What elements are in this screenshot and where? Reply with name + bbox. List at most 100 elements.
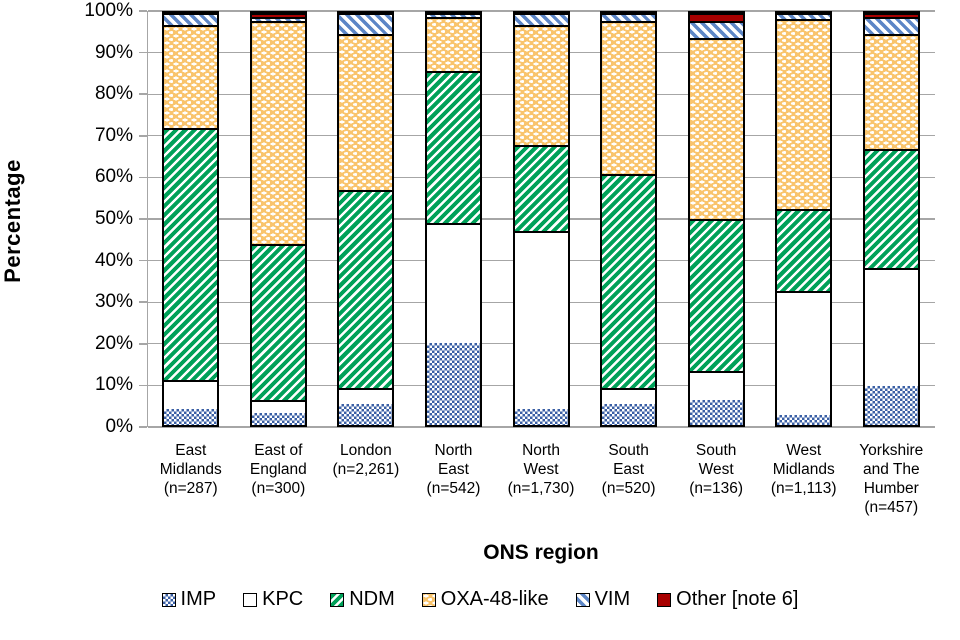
x-category-label: East Midlands (n=287) bbox=[147, 441, 235, 517]
bar-3 bbox=[337, 11, 395, 427]
plot-area bbox=[139, 10, 936, 428]
bar-segment-imp bbox=[777, 414, 831, 425]
x-category-label-line: North bbox=[522, 442, 560, 459]
y-axis-tick-labels: 0% 10% 20% 30% 40% 50% 60% 70% 80% 90% 100% bbox=[0, 0, 133, 437]
bar-column bbox=[672, 11, 760, 427]
bar-column bbox=[235, 11, 323, 427]
bar-column bbox=[497, 11, 585, 427]
x-category-label-line: West bbox=[523, 461, 559, 478]
bar-8 bbox=[775, 11, 833, 427]
bar-segment-ndm bbox=[164, 128, 218, 380]
bar-column bbox=[848, 11, 936, 427]
chart-legend: IMP KPC NDM OXA-48-like VIM Other [note 6] bbox=[0, 588, 960, 611]
x-category-label-line: London bbox=[340, 442, 392, 459]
x-category-label: North West (n=1,730) bbox=[497, 441, 585, 517]
y-tick-mark bbox=[139, 259, 147, 262]
bar-segment-kpc bbox=[514, 231, 568, 409]
x-category-label-line: East bbox=[175, 442, 207, 459]
x-category-label-line: (n=1,730) bbox=[507, 480, 575, 497]
x-category-label-line: East bbox=[613, 461, 645, 478]
bar-column bbox=[322, 11, 410, 427]
legend-label: Other [note 6] bbox=[676, 588, 799, 610]
bar-segment-kpc bbox=[251, 400, 305, 413]
y-tick-label: 50% bbox=[94, 208, 133, 229]
y-tick-mark bbox=[139, 10, 147, 12]
bar-segment-vim bbox=[339, 13, 393, 34]
x-category-label-line: (n=300) bbox=[251, 480, 306, 497]
bar-segment-oxa48 bbox=[164, 25, 218, 129]
bar-segment-ndm bbox=[864, 149, 918, 269]
bar-segment-other bbox=[251, 13, 305, 18]
x-category-label-line: and The bbox=[862, 461, 920, 478]
legend-swatch-vim-icon bbox=[575, 592, 590, 607]
y-tick-label: 80% bbox=[94, 83, 133, 105]
legend-swatch-imp-icon bbox=[161, 592, 176, 607]
legend-item-vim: VIM bbox=[575, 588, 630, 611]
bar-9 bbox=[862, 11, 920, 427]
y-tick-mark bbox=[139, 93, 147, 95]
bar-segment-oxa48 bbox=[777, 19, 831, 209]
bar-column bbox=[147, 11, 235, 427]
legend-swatch-other-icon bbox=[657, 592, 672, 607]
legend-label: NDM bbox=[349, 588, 395, 610]
x-category-label-line: North bbox=[434, 442, 473, 459]
y-tick-mark bbox=[139, 301, 147, 303]
bar-segment-imp bbox=[251, 412, 305, 425]
bar-segment-other bbox=[689, 13, 743, 22]
bar-segment-vim bbox=[602, 13, 656, 22]
bar-5 bbox=[512, 11, 570, 427]
bar-4 bbox=[424, 11, 482, 427]
bar-segment-oxa48 bbox=[864, 33, 918, 149]
y-tick-mark bbox=[139, 343, 147, 345]
legend-swatch-kpc-icon bbox=[243, 592, 258, 607]
bar-segment-oxa48 bbox=[602, 21, 656, 174]
y-tick-mark bbox=[139, 176, 147, 179]
x-category-label-line: (n=520) bbox=[601, 480, 656, 497]
bar-segment-other bbox=[864, 13, 918, 18]
y-tick-mark bbox=[139, 135, 147, 137]
x-category-label: North East (n=542) bbox=[410, 441, 498, 517]
bar-segment-imp bbox=[602, 404, 656, 425]
x-category-label-line: (n=136) bbox=[689, 480, 744, 497]
x-category-label-line: South bbox=[608, 442, 649, 459]
y-tick-label: 0% bbox=[105, 416, 133, 437]
x-category-label-line: (n=457) bbox=[864, 499, 919, 516]
bar-segment-vim bbox=[164, 13, 218, 26]
bar-segment-imp bbox=[426, 342, 480, 425]
y-tick-label: 10% bbox=[94, 374, 133, 396]
x-category-label-line: (n=2,261) bbox=[332, 461, 400, 478]
bar-segment-oxa48 bbox=[689, 37, 743, 220]
x-category-label: South East (n=520) bbox=[585, 441, 673, 517]
bar-segment-kpc bbox=[339, 387, 393, 405]
bar-segment-ndm bbox=[426, 70, 480, 224]
bar-segment-vim bbox=[689, 21, 743, 38]
x-category-label-line: Midlands bbox=[772, 461, 835, 478]
bar-segment-oxa48 bbox=[514, 25, 568, 145]
legend-item-oxa48: OXA-48-like bbox=[421, 588, 549, 611]
bar-segment-ndm bbox=[689, 219, 743, 372]
y-tick-mark bbox=[139, 384, 147, 387]
legend-item-kpc: KPC bbox=[243, 588, 303, 611]
y-tick-label: 60% bbox=[94, 166, 133, 188]
bar-6 bbox=[600, 11, 658, 427]
y-tick-mark bbox=[139, 426, 147, 428]
bar-column bbox=[585, 11, 673, 427]
legend-label: OXA-48-like bbox=[440, 588, 549, 610]
bar-segment-oxa48 bbox=[339, 33, 393, 191]
bar-segment-vim bbox=[426, 13, 480, 18]
x-category-label-line: Humber bbox=[863, 480, 919, 497]
x-axis-title: ONS region bbox=[483, 541, 599, 564]
bar-segment-ndm bbox=[602, 173, 656, 388]
bar-segment-ndm bbox=[251, 243, 305, 401]
bar-segment-ndm bbox=[514, 144, 568, 232]
bar-segment-kpc bbox=[777, 291, 831, 415]
x-category-label: East of England (n=300) bbox=[235, 441, 323, 517]
x-category-label: Yorkshire and The Humber (n=457) bbox=[848, 441, 936, 517]
bar-segment-imp bbox=[514, 408, 568, 425]
bar-segment-imp bbox=[339, 404, 393, 425]
x-category-label: West Midlands (n=1,113) bbox=[760, 441, 848, 517]
bar-column bbox=[760, 11, 848, 427]
y-tick-label: 90% bbox=[94, 41, 133, 63]
x-category-label-line: (n=542) bbox=[426, 480, 481, 497]
